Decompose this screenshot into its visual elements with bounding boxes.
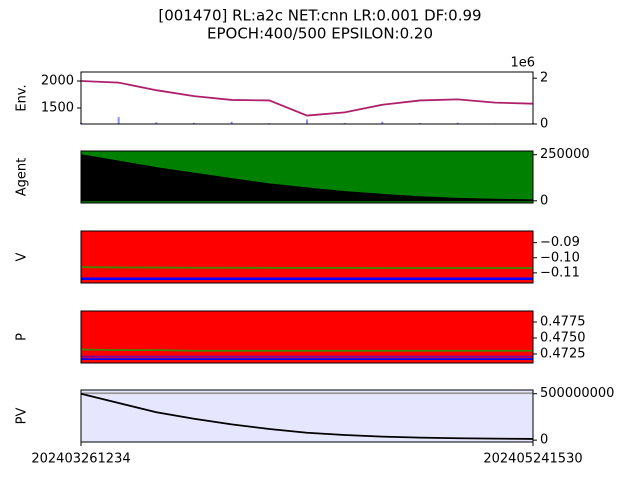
x-tick-label: 202403261234: [31, 452, 130, 467]
plot-frame: [80, 71, 534, 125]
series-line: [80, 80, 534, 117]
y-tick-label: 2000: [41, 74, 74, 89]
y-tick-label: 0: [540, 193, 548, 208]
y-tick-label: 1500: [41, 101, 74, 116]
y-tick-label: 0.4750: [540, 330, 586, 345]
series-line: [80, 392, 534, 440]
y-tick-label: 0.4725: [540, 346, 586, 361]
y-axis-label: Env.: [15, 84, 30, 111]
title: [001470] RL:a2c NET:cnn LR:0.001 DF:0.99: [158, 7, 481, 25]
y-tick-label: −0.11: [540, 265, 580, 280]
series-area: [80, 154, 534, 202]
plot-frame: [80, 150, 534, 204]
y-tick-label: 2: [540, 71, 548, 86]
series-line: [80, 348, 533, 352]
y-axis-label: P: [15, 333, 30, 341]
y-tick-label: 0: [540, 433, 548, 448]
plot-background: [81, 231, 533, 283]
y-axis-label: V: [15, 252, 30, 261]
subtitle: EPOCH:400/500 EPSILON:0.20: [207, 25, 433, 43]
y-axis-label: Agent: [15, 158, 30, 196]
plot-background: [81, 311, 533, 363]
plot-frame: [80, 230, 534, 284]
y-tick-label: 500000000: [540, 386, 614, 401]
y-tick-label: 0: [540, 117, 548, 132]
x-tick-label: 202405241530: [483, 452, 582, 467]
y-tick-label: −0.09: [540, 235, 580, 250]
y-tick-label: 250000: [540, 147, 590, 162]
series-line: [80, 266, 533, 269]
axis-offset: 1e6: [510, 56, 535, 71]
plot-frame: [80, 389, 534, 443]
plot-background: [81, 390, 533, 442]
y-tick-label: −0.10: [540, 250, 580, 265]
y-axis-label: PV: [15, 408, 30, 425]
y-tick-label: 0.4775: [540, 315, 586, 330]
plot-frame: [80, 310, 534, 364]
